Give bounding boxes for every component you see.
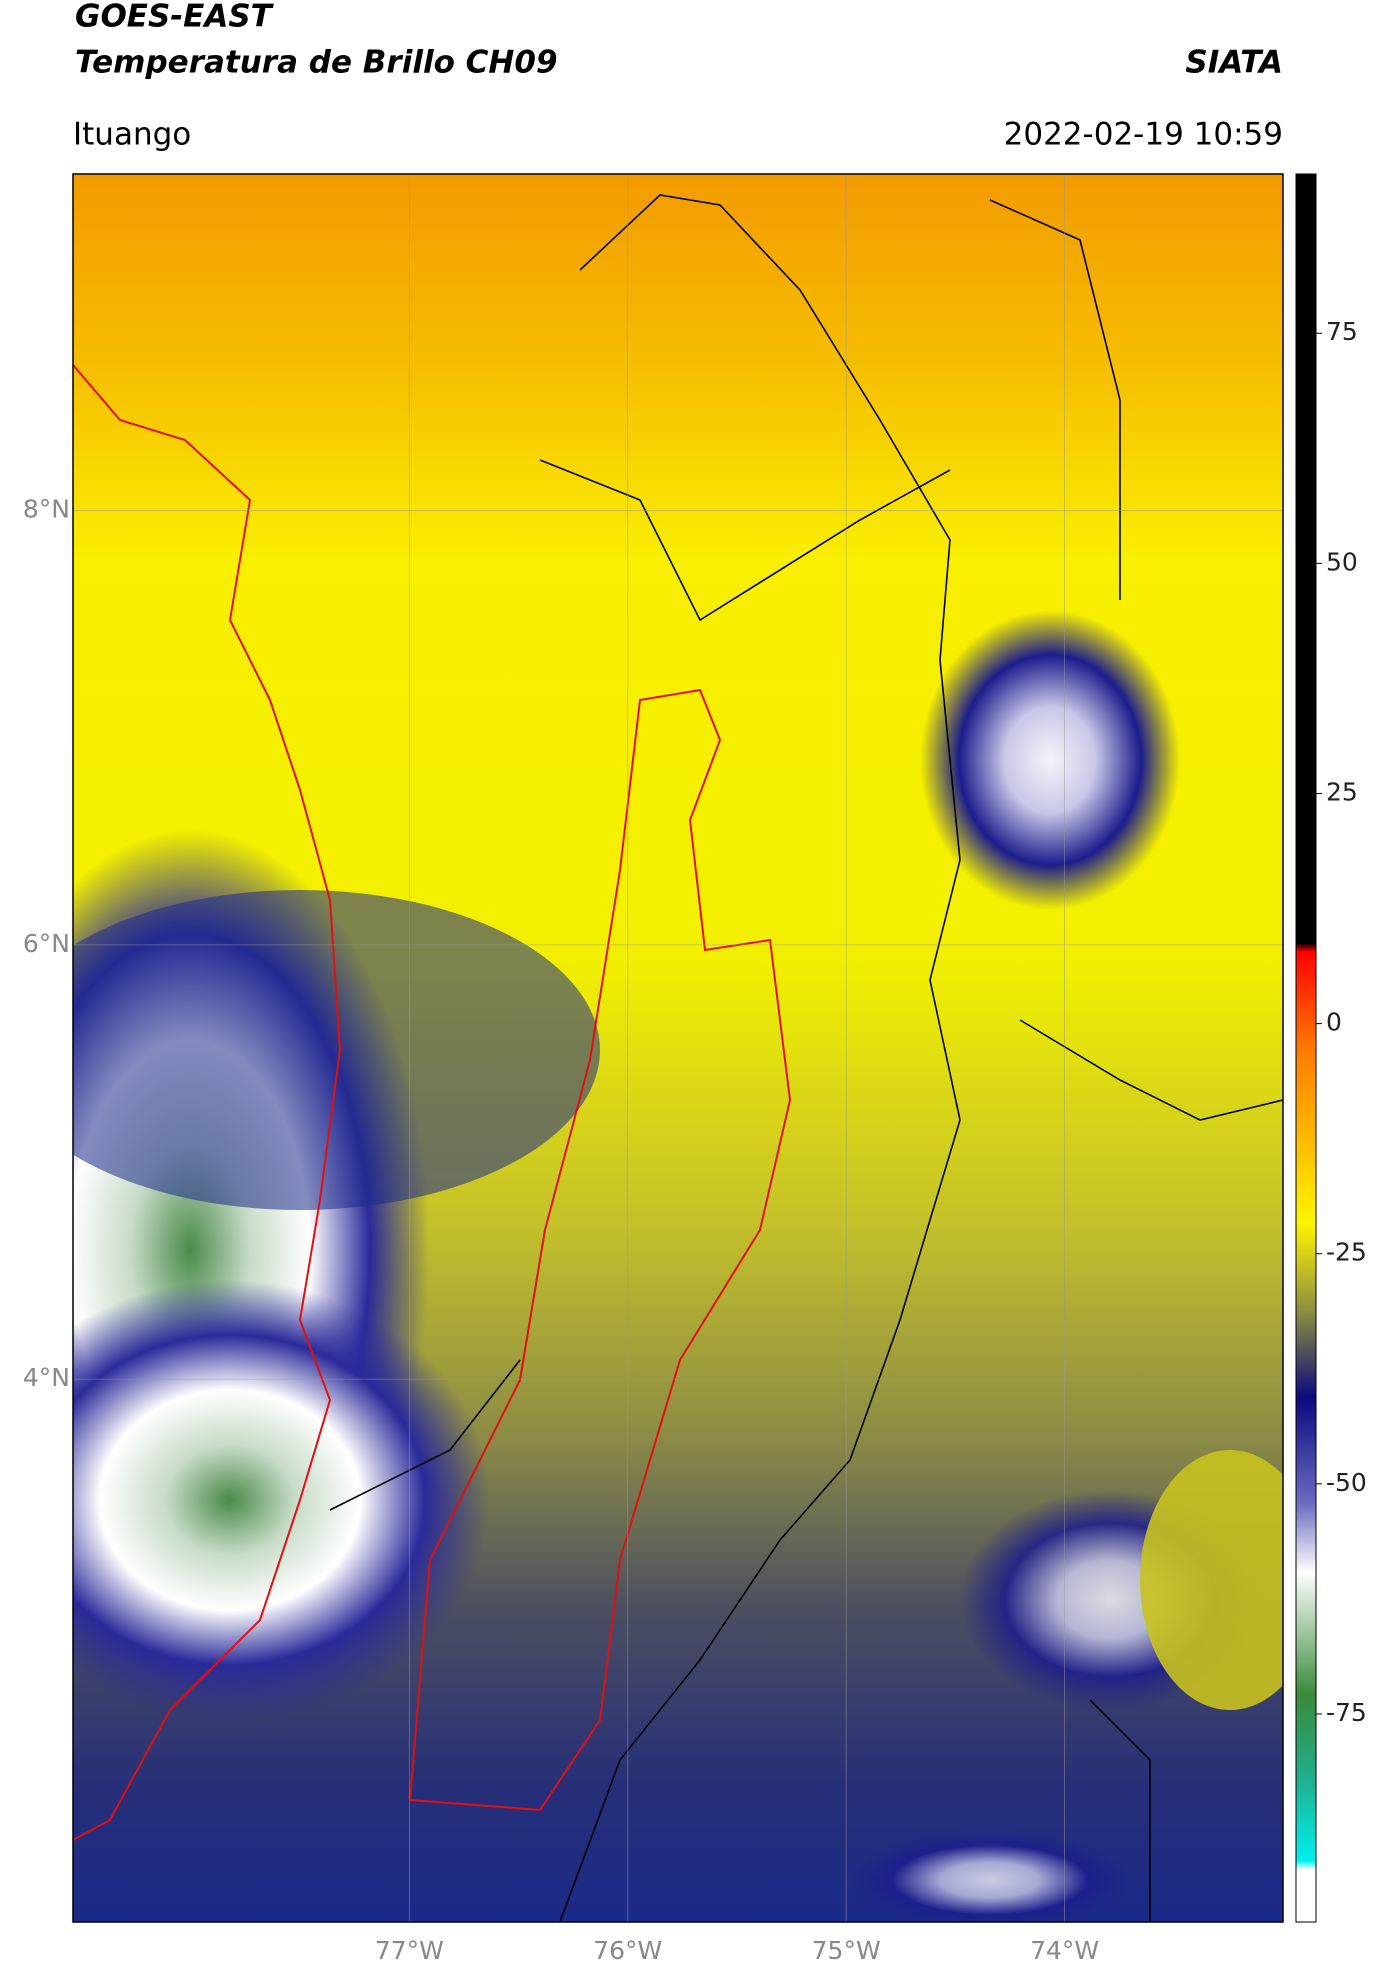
lon-label: 77°W	[375, 1936, 444, 1965]
lon-label: 76°W	[593, 1936, 662, 1965]
lat-label: 8°N	[23, 495, 70, 524]
map-frame	[72, 173, 1284, 1923]
lon-label: 74°W	[1030, 1936, 1099, 1965]
colorbar	[1295, 173, 1317, 1923]
lat-label: 4°N	[23, 1363, 70, 1392]
lat-label: 6°N	[23, 929, 70, 958]
colorbar-tick-label: -25	[1326, 1238, 1367, 1267]
lon-label: 75°W	[812, 1936, 881, 1965]
colorbar-tick-label: 50	[1326, 547, 1358, 576]
title: GOES-EAST	[75, 0, 275, 35]
datetime: 2022-02-19 10:59	[1004, 117, 1283, 153]
agency: SIATA	[1185, 45, 1283, 81]
map-image	[73, 174, 1283, 1922]
colorbar-tick-label: 0	[1326, 1008, 1342, 1037]
colorbar-tick-label: 25	[1326, 777, 1358, 806]
colorbar-tick-label: -75	[1326, 1698, 1367, 1727]
location: Ituango	[73, 117, 191, 153]
colorbar-tick-label: 75	[1326, 317, 1358, 346]
colorbar-tick-label: -50	[1326, 1468, 1367, 1497]
subtitle: Temperatura de Brillo CH09	[75, 45, 558, 81]
